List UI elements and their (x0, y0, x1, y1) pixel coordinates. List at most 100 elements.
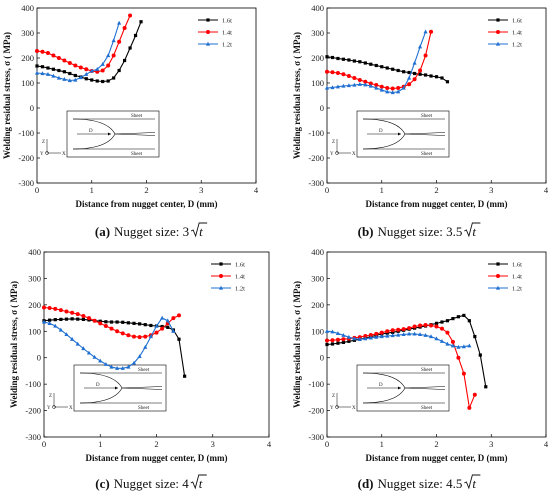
data-point (48, 318, 52, 322)
inset-schematic: D Sheet Sheet Z Y X (40, 110, 160, 158)
series-line (36, 22, 120, 82)
y-tick-label: -200 (308, 153, 324, 163)
data-point (439, 339, 445, 343)
data-point (335, 84, 341, 89)
data-point (324, 328, 330, 333)
inset-label-sheet-bottom: Sheet (138, 406, 150, 411)
y-tick-label: -100 (308, 128, 324, 138)
y-tick-label: 400 (311, 247, 324, 257)
y-tick-label: 300 (311, 28, 324, 38)
data-point (363, 79, 368, 84)
legend-label: 1.6t (512, 262, 522, 269)
x-axis-label: Distance from nugget center, D (mm) (86, 453, 228, 463)
inset-arrow-icon (398, 386, 401, 390)
x-tick-label: 4 (544, 185, 549, 195)
data-point (347, 339, 351, 343)
data-point (131, 360, 137, 365)
data-point (412, 331, 417, 336)
data-point (368, 335, 373, 340)
data-point (456, 344, 461, 349)
data-point (143, 334, 148, 339)
data-point (98, 358, 103, 363)
data-point (423, 332, 428, 337)
chart-panel-a: -300 -200 -100 0 100 200 300 400 0 1 2 3 4 Distance f… (2, 3, 259, 239)
legend-label: 1.4t (222, 30, 232, 37)
data-point (81, 313, 86, 318)
data-point (76, 317, 80, 321)
data-point (472, 392, 477, 397)
data-point (138, 322, 142, 326)
caption-text: Nugget size: 3 (114, 224, 189, 239)
axis-y-circle-icon (335, 151, 339, 155)
data-point (183, 374, 187, 378)
data-point (461, 371, 466, 376)
data-point (139, 20, 143, 24)
data-point (132, 334, 136, 339)
x-tick-label: 3 (211, 439, 215, 449)
series-1.6t: 1.6t (35, 18, 232, 84)
data-point (473, 334, 477, 339)
data-point (341, 337, 346, 342)
data-point (57, 68, 61, 73)
y-tick-label: 0 (320, 103, 324, 113)
data-point (64, 309, 69, 314)
data-point (73, 63, 78, 68)
legend-marker (219, 274, 223, 278)
data-point (363, 82, 368, 87)
data-point (325, 342, 329, 347)
data-point (374, 334, 379, 339)
data-point (106, 79, 110, 83)
axis-x-label: X (352, 152, 356, 157)
data-point (59, 317, 63, 321)
data-point (418, 323, 423, 328)
y-tick-label: 200 (21, 53, 34, 63)
data-point (336, 341, 340, 345)
data-point (352, 76, 357, 80)
data-point (53, 306, 58, 311)
data-point (120, 331, 125, 336)
inset-label-sheet-bottom: Sheet (421, 152, 433, 157)
y-tick-label: 100 (311, 326, 324, 336)
series-1.2t: 1.2t (34, 20, 232, 83)
data-point (330, 329, 335, 334)
data-point (417, 332, 423, 337)
y-tick-label: 400 (311, 3, 324, 13)
caption-letter: (d) (358, 476, 374, 491)
legend-label: 1.4t (235, 274, 245, 281)
sqrt-symbol-icon (464, 474, 481, 490)
data-point (434, 324, 439, 329)
axis-y-circle-icon (52, 405, 56, 409)
axis-y-label: Y (47, 406, 51, 411)
inset-arrow-icon (108, 132, 111, 136)
data-point (126, 364, 131, 369)
data-point (368, 81, 373, 86)
data-point (396, 86, 401, 90)
data-point (330, 70, 335, 75)
legend-marker (496, 274, 500, 278)
legend-label: 1.2t (235, 286, 245, 293)
y-tick-label: 100 (311, 78, 324, 88)
inset-schematic: D Sheet Sheet Z Y X (330, 110, 450, 158)
data-point (352, 336, 357, 341)
caption-text: Nugget size: 4.5 (378, 476, 463, 491)
x-tick-label: 2 (434, 439, 438, 449)
axis-y-label: Y (40, 152, 44, 157)
data-point (413, 71, 417, 76)
data-point (35, 49, 39, 53)
data-point (341, 72, 346, 77)
data-point (95, 79, 99, 83)
panel-caption: (b) Nugget size: 3.5 t (358, 222, 481, 239)
data-point (92, 318, 97, 323)
data-point (98, 321, 103, 326)
data-point (41, 319, 47, 324)
data-point (358, 60, 362, 64)
data-point (390, 86, 395, 91)
series-1.6t: 1.6t (325, 18, 522, 84)
data-point (390, 328, 395, 333)
data-point (100, 68, 105, 73)
y-tick-label: -200 (18, 153, 34, 163)
data-point (160, 326, 165, 331)
series-line (43, 317, 174, 369)
data-point (423, 322, 428, 327)
data-point (100, 61, 105, 66)
